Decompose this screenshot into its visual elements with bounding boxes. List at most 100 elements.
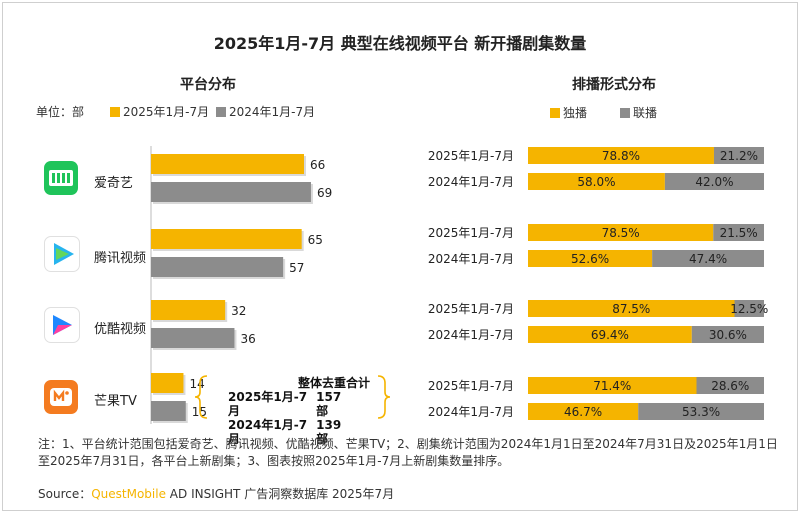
summary-brace-left [194, 375, 208, 419]
row-label: 2024年1月-7月 [428, 175, 514, 189]
unit-label: 单位：部 [36, 105, 85, 119]
row-label: 2024年1月-7月 [428, 328, 514, 342]
segment-exclusive [528, 224, 714, 241]
segment-value-label: 42.0% [695, 175, 733, 189]
row-label: 2025年1月-7月 [428, 302, 514, 316]
row-label: 2025年1月-7月 [428, 379, 514, 393]
segment-joint [638, 403, 764, 420]
legend-label-exclusive: 独播 [563, 106, 588, 120]
footnote: 注：1、平台统计范围包括爱奇艺、腾讯视频、优酷视频、芒果TV；2、剧集统计范围为… [38, 437, 778, 468]
bar-2025 [151, 229, 302, 249]
bar-value-label: 57 [289, 261, 304, 275]
distribution-stacked-chart: 2025年1月-7月 78.8% 21.2% 2024年1月-7月 58.0% 42.0%… [428, 147, 768, 420]
segment-value-label: 47.4% [689, 252, 727, 266]
segment-value-label: 46.7% [564, 405, 602, 419]
platform-name-tencent: 腾讯视频 [94, 251, 147, 266]
row-label: 2024年1月-7月 [428, 252, 514, 266]
segment-joint [691, 326, 764, 343]
segment-exclusive [528, 173, 665, 190]
iqiyi-logo-icon [44, 161, 78, 195]
legend-label-joint: 联播 [633, 106, 658, 120]
segment-joint [664, 173, 764, 190]
platform-name-mango: 芒果TV [94, 394, 137, 409]
segment-joint [652, 250, 764, 267]
mango-tv-logo-icon [44, 380, 78, 414]
legend-swatch-joint [620, 107, 630, 118]
legend-label-2024: 2024年1月-7月 [229, 105, 316, 119]
legend-swatch-2025 [110, 106, 120, 117]
tencent-video-logo-graphic [54, 243, 74, 265]
segment-value-label: 53.3% [682, 405, 720, 419]
segment-value-label: 71.4% [593, 379, 631, 393]
bar-value-label: 36 [240, 332, 255, 346]
platform-name-iqiyi: 爱奇艺 [94, 176, 134, 191]
left-section-title: 平台分布 [180, 77, 236, 93]
segment-joint [734, 300, 764, 317]
source-label: Source： [38, 487, 92, 501]
summary-value: 139部 [316, 418, 342, 446]
legend-2024: 2024年1月-7月 [216, 103, 315, 120]
bar-value-label: 65 [308, 233, 323, 247]
segment-joint [713, 147, 764, 164]
segment-joint [713, 224, 764, 241]
youku-logo-icon [44, 307, 80, 343]
segment-exclusive [528, 147, 714, 164]
bar-2024 [151, 401, 186, 421]
segment-value-label: 78.5% [602, 226, 640, 240]
dedup-summary: 整体去重合计 2025年1月-7月 157部 2024年1月-7月 139部 [228, 376, 378, 446]
source-text: AD INSIGHT 广告洞察数据库 2025年7月 [165, 487, 395, 501]
iqiyi-logo-graphic [49, 170, 73, 186]
segment-exclusive [528, 326, 692, 343]
segment-exclusive [528, 377, 697, 394]
summary-value: 157部 [316, 390, 342, 418]
legend-swatch-2024 [216, 106, 226, 117]
summary-heading: 整体去重合计 [297, 376, 370, 390]
bar-2024 [151, 182, 311, 202]
legend-swatch-exclusive [550, 107, 560, 118]
tencent-video-logo-icon [44, 236, 80, 272]
bar-value-label: 14 [189, 377, 204, 391]
chart-title: 2025年1月-7月 典型在线视频平台 新开播剧集数量 [213, 34, 587, 53]
segment-joint [696, 377, 764, 394]
segment-value-label: 87.5% [612, 302, 650, 316]
legend-label-2025: 2025年1月-7月 [123, 105, 210, 119]
bar-value-label: 66 [310, 158, 325, 172]
youku-logo-graphic [53, 315, 72, 335]
bar-2025 [151, 300, 226, 320]
summary-brace-right [377, 375, 391, 419]
summary-row: 2024年1月-7月 139部 [228, 418, 378, 446]
legend-exclusive: 独播 [550, 104, 587, 121]
summary-period: 2024年1月-7月 [228, 418, 308, 446]
bar-value-label: 69 [317, 186, 332, 200]
segment-exclusive [528, 403, 639, 420]
segment-exclusive [528, 300, 735, 317]
segment-value-label: 21.2% [720, 149, 758, 163]
legend-joint: 联播 [620, 104, 657, 121]
segment-value-label: 69.4% [591, 328, 629, 342]
row-label: 2024年1月-7月 [428, 405, 514, 419]
bar-2024 [151, 328, 235, 348]
segment-value-label: 21.5% [720, 226, 758, 240]
segment-value-label: 28.6% [711, 379, 749, 393]
row-label: 2025年1月-7月 [428, 226, 514, 240]
summary-row: 2025年1月-7月 157部 [228, 390, 378, 418]
bar-2025 [151, 154, 304, 174]
platform-name-youku: 优酷视频 [94, 322, 147, 337]
mango-tv-logo-graphic [50, 388, 72, 406]
segment-value-label: 78.8% [602, 149, 640, 163]
summary-period: 2025年1月-7月 [228, 390, 308, 418]
bar-value-label: 32 [231, 304, 246, 318]
legend-2025: 2025年1月-7月 [110, 103, 209, 120]
segment-value-label: 58.0% [577, 175, 615, 189]
row-label: 2025年1月-7月 [428, 149, 514, 163]
source-line: Source：QuestMobile AD INSIGHT 广告洞察数据库 20… [38, 485, 394, 502]
source-brand: QuestMobile [91, 487, 166, 501]
segment-value-label: 30.6% [709, 328, 747, 342]
bar-2025 [151, 373, 184, 393]
bar-2024 [151, 257, 284, 277]
right-section-title: 排播形式分布 [572, 77, 656, 93]
segment-value-label: 52.6% [571, 252, 609, 266]
